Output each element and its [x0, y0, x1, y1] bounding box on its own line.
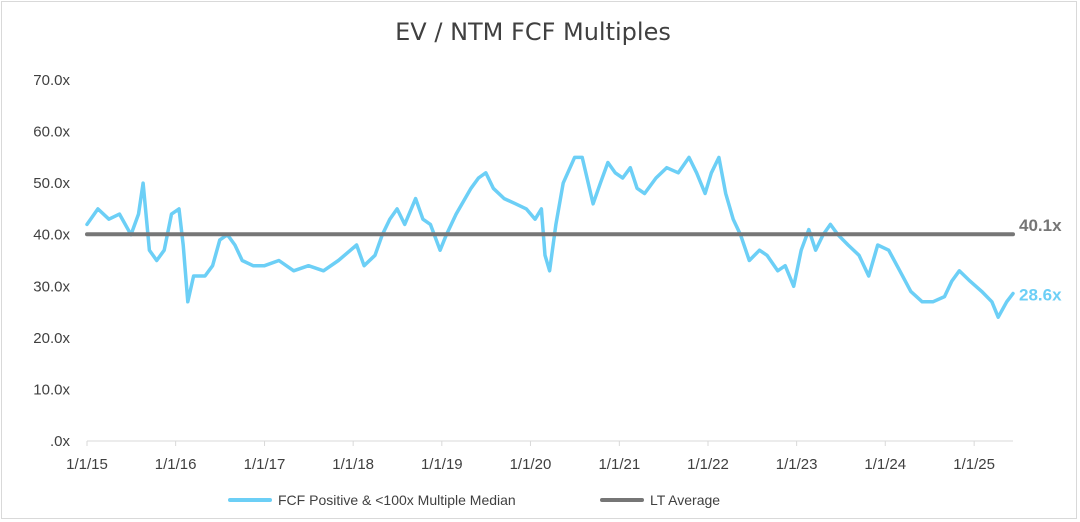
legend-swatch-median [228, 498, 272, 502]
y-tick-label: 40.0x [33, 227, 70, 244]
y-tick-label: 60.0x [33, 124, 70, 141]
y-tick-label: 70.0x [33, 72, 70, 89]
x-tick-label: 1/1/16 [155, 456, 197, 473]
x-tick-label: 1/1/19 [421, 456, 463, 473]
x-tick-label: 1/1/24 [864, 456, 906, 473]
x-tick-label: 1/1/25 [953, 456, 995, 473]
end-label-lt-average: 40.1x [1019, 216, 1062, 235]
series-line-median [85, 155, 1015, 319]
x-tick-label: 1/1/23 [776, 456, 818, 473]
x-tick-label: 1/1/21 [598, 456, 640, 473]
legend-item-median: FCF Positive & <100x Multiple Median [228, 492, 516, 508]
y-tick-label: .0x [50, 433, 71, 450]
x-tick-label: 1/1/22 [687, 456, 729, 473]
x-tick-label: 1/1/20 [510, 456, 552, 473]
y-tick-label: 20.0x [33, 330, 70, 347]
chart-title: EV / NTM FCF Multiples [395, 18, 671, 46]
legend-item-lt-average: LT Average [600, 492, 720, 508]
x-tick-label: 1/1/17 [244, 456, 286, 473]
legend-label-median: FCF Positive & <100x Multiple Median [278, 492, 516, 508]
x-tick-label: 1/1/18 [332, 456, 374, 473]
y-tick-label: 10.0x [33, 381, 70, 398]
legend-label-lt-average: LT Average [650, 492, 721, 508]
chart-legend: FCF Positive & <100x Multiple Median LT … [0, 492, 1080, 512]
y-tick-label: 30.0x [33, 278, 70, 295]
y-tick-label: 50.0x [33, 175, 70, 192]
legend-swatch-lt-average [600, 498, 644, 502]
end-label-median: 28.6x [1019, 286, 1062, 305]
x-tick-label: 1/1/15 [66, 456, 108, 473]
